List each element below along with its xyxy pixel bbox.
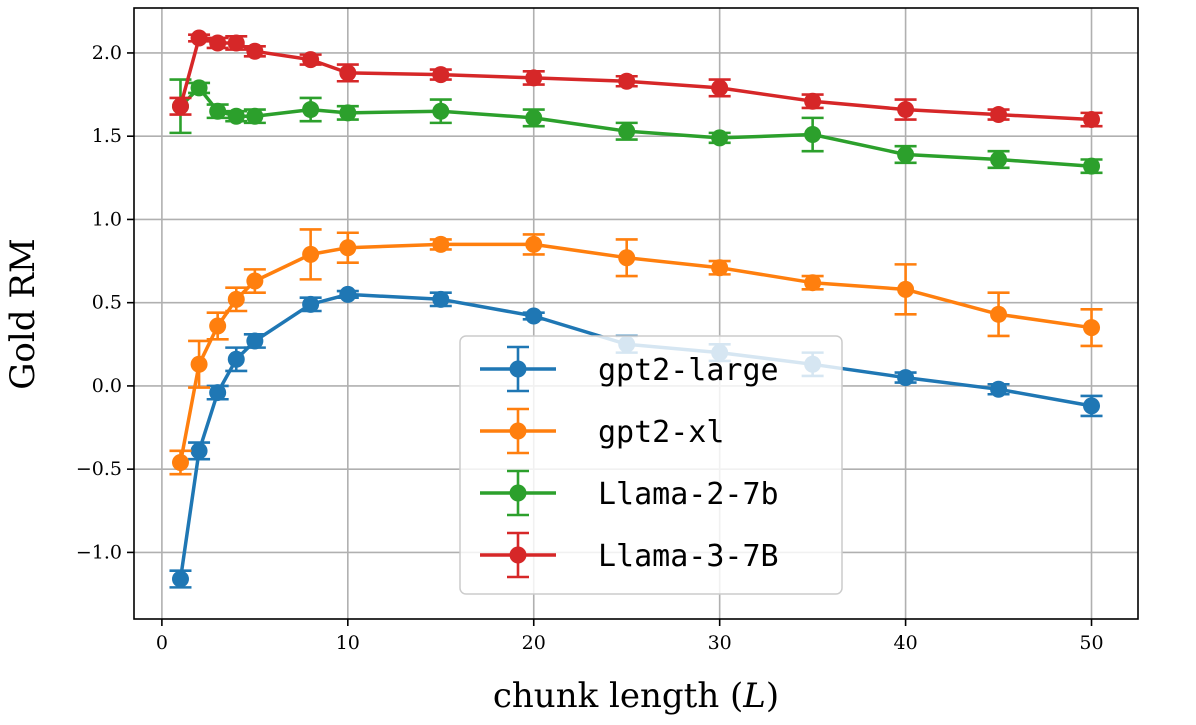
legend: gpt2-large gpt2-xl Llama-2-7b Llama-3-7B: [459, 335, 843, 595]
ticks: 0 10 20 30 40 50 −1.0 −0.5 0.0 0.5 1.0 1.5 2.0: [76, 42, 1104, 654]
y-tick-label: 1.5: [92, 125, 122, 147]
data-point: [209, 34, 227, 52]
data-point: [339, 285, 357, 303]
series-layer: [169, 29, 1103, 589]
y-tick-label: 1.0: [92, 208, 122, 230]
data-point: [711, 79, 729, 97]
legend-marker: [509, 484, 527, 502]
plot-frame: [133, 7, 1139, 620]
y-axis-label: Gold RM: [3, 238, 43, 390]
data-point: [227, 290, 245, 308]
data-point: [804, 274, 822, 292]
data-point: [227, 34, 245, 52]
data-point: [618, 249, 636, 267]
data-point: [246, 272, 264, 290]
data-point: [209, 384, 227, 402]
y-tick-label: −0.5: [76, 458, 122, 480]
legend-label: gpt2-large: [598, 353, 779, 388]
data-point: [171, 570, 189, 588]
data-point: [246, 42, 264, 60]
x-tick-label: 50: [1079, 632, 1103, 654]
data-point: [897, 146, 915, 164]
data-point: [1083, 319, 1101, 337]
data-point: [618, 122, 636, 140]
data-point: [190, 355, 208, 373]
data-point: [1083, 397, 1101, 415]
x-tick-label: 10: [336, 632, 360, 654]
legend-item-gpt2-xl: gpt2-xl: [480, 407, 724, 455]
legend-marker: [509, 360, 527, 378]
y-tick-label: 0.0: [92, 375, 122, 397]
series-llama-2-7b: [169, 78, 1103, 175]
legend-item-llama-2-7b: Llama-2-7b: [480, 469, 779, 517]
data-point: [432, 290, 450, 308]
data-point: [171, 97, 189, 115]
data-point: [897, 369, 915, 387]
legend-label: Llama-2-7b: [598, 477, 779, 512]
x-tick-label: 0: [156, 632, 168, 654]
data-point: [339, 104, 357, 122]
legend-label: Llama-3-7B: [598, 539, 779, 574]
x-tick-label: 40: [893, 632, 917, 654]
data-point: [302, 101, 320, 119]
data-point: [302, 245, 320, 263]
data-point: [525, 235, 543, 253]
data-point: [209, 317, 227, 335]
data-point: [990, 151, 1008, 169]
legend-box: [459, 335, 843, 595]
x-axis-label: chunk length (L): [493, 676, 779, 716]
data-point: [246, 332, 264, 350]
data-point: [990, 380, 1008, 398]
data-point: [525, 109, 543, 127]
y-tick-label: −1.0: [76, 541, 122, 563]
data-point: [339, 239, 357, 257]
x-tick-label: 20: [522, 632, 546, 654]
data-point: [190, 29, 208, 47]
data-point: [246, 107, 264, 125]
legend-marker: [509, 546, 527, 564]
series-gpt2-xl: [169, 228, 1103, 476]
data-point: [711, 259, 729, 277]
y-tick-label: 2.0: [92, 42, 122, 64]
legend-label: gpt2-xl: [598, 415, 724, 450]
data-point: [897, 280, 915, 298]
data-point: [227, 107, 245, 125]
data-point: [209, 102, 227, 120]
data-point: [897, 101, 915, 119]
data-point: [618, 72, 636, 90]
data-point: [432, 235, 450, 253]
data-point: [302, 51, 320, 69]
data-point: [525, 307, 543, 325]
data-point: [804, 126, 822, 144]
y-tick-label: 0.5: [92, 292, 122, 314]
data-point: [302, 295, 320, 313]
data-point: [990, 305, 1008, 323]
data-point: [804, 92, 822, 110]
data-point: [432, 66, 450, 84]
x-tick-label: 30: [708, 632, 732, 654]
data-point: [1083, 111, 1101, 129]
data-point: [432, 102, 450, 120]
data-point: [227, 350, 245, 368]
data-point: [171, 454, 189, 472]
data-point: [190, 79, 208, 97]
data-point: [339, 64, 357, 82]
data-point: [1083, 157, 1101, 175]
legend-item-llama-3-7b: Llama-3-7B: [480, 531, 779, 579]
series-llama-3-7b: [169, 29, 1103, 129]
data-point: [190, 442, 208, 460]
data-point: [525, 69, 543, 87]
legend-marker: [509, 422, 527, 440]
legend-item-gpt2-large: gpt2-large: [480, 345, 779, 393]
data-point: [990, 106, 1008, 124]
data-point: [711, 129, 729, 147]
